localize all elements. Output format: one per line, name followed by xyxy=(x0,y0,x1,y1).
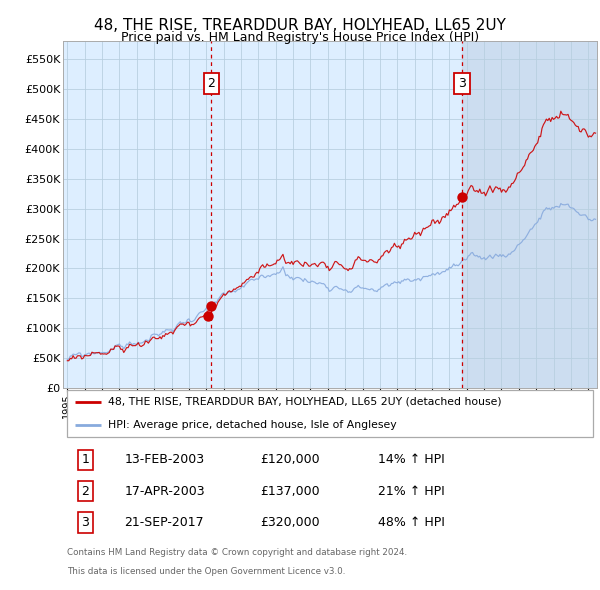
Text: 2: 2 xyxy=(82,485,89,498)
Text: £137,000: £137,000 xyxy=(260,485,320,498)
Text: Contains HM Land Registry data © Crown copyright and database right 2024.: Contains HM Land Registry data © Crown c… xyxy=(67,548,407,557)
FancyBboxPatch shape xyxy=(67,390,593,437)
Text: 17-APR-2003: 17-APR-2003 xyxy=(124,485,205,498)
Text: 2: 2 xyxy=(208,77,215,90)
Bar xyxy=(462,41,597,388)
Text: HPI: Average price, detached house, Isle of Anglesey: HPI: Average price, detached house, Isle… xyxy=(109,420,397,430)
Text: 48, THE RISE, TREARDDUR BAY, HOLYHEAD, LL65 2UY (detached house): 48, THE RISE, TREARDDUR BAY, HOLYHEAD, L… xyxy=(109,397,502,407)
Text: £120,000: £120,000 xyxy=(260,453,320,466)
Text: 48% ↑ HPI: 48% ↑ HPI xyxy=(378,516,445,529)
Text: 21-SEP-2017: 21-SEP-2017 xyxy=(124,516,204,529)
Text: 48, THE RISE, TREARDDUR BAY, HOLYHEAD, LL65 2UY: 48, THE RISE, TREARDDUR BAY, HOLYHEAD, L… xyxy=(94,18,506,32)
Text: Price paid vs. HM Land Registry's House Price Index (HPI): Price paid vs. HM Land Registry's House … xyxy=(121,31,479,44)
Text: 13-FEB-2003: 13-FEB-2003 xyxy=(124,453,205,466)
Text: 3: 3 xyxy=(82,516,89,529)
Text: 3: 3 xyxy=(458,77,466,90)
Text: 21% ↑ HPI: 21% ↑ HPI xyxy=(378,485,445,498)
Text: This data is licensed under the Open Government Licence v3.0.: This data is licensed under the Open Gov… xyxy=(67,567,346,576)
Text: £320,000: £320,000 xyxy=(260,516,320,529)
Text: 14% ↑ HPI: 14% ↑ HPI xyxy=(378,453,445,466)
Text: 1: 1 xyxy=(82,453,89,466)
